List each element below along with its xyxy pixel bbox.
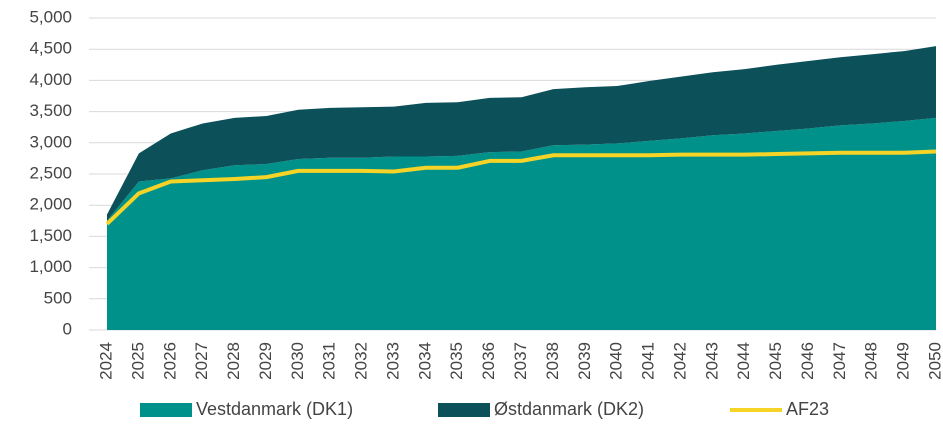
x-tick-label: 2029	[256, 342, 275, 380]
y-tick-label: 3,500	[29, 101, 72, 120]
area	[107, 46, 936, 221]
x-tick-label: 2044	[734, 342, 753, 380]
x-tick-label: 2032	[352, 342, 371, 380]
y-tick-label: 2,500	[29, 163, 72, 182]
x-tick-label: 2025	[128, 342, 147, 380]
x-tick-label: 2034	[415, 342, 434, 380]
legend-swatch	[140, 403, 192, 417]
y-tick-label: 3,000	[29, 132, 72, 151]
x-tick-label: 2050	[925, 342, 943, 380]
x-tick-label: 2033	[383, 342, 402, 380]
y-tick-label: 0	[63, 319, 72, 338]
y-tick-label: 4,500	[29, 39, 72, 58]
legend-label: Østdanmark (DK2)	[494, 399, 644, 419]
y-tick-label: 1,000	[29, 257, 72, 276]
x-tick-label: 2043	[702, 342, 721, 380]
line	[105, 149, 937, 226]
x-tick-label: 2038	[543, 342, 562, 380]
x-tick-label: 2026	[160, 342, 179, 380]
legend-label: AF23	[786, 399, 829, 419]
x-tick-label: 2040	[607, 342, 626, 380]
legend-swatch	[438, 403, 490, 417]
x-tick-label: 2036	[479, 342, 498, 380]
x-tick-label: 2046	[798, 342, 817, 380]
x-tick-label: 2039	[575, 342, 594, 380]
y-tick-label: 4,000	[29, 70, 72, 89]
y-tick-label: 500	[44, 288, 72, 307]
x-tick-label: 2028	[224, 342, 243, 380]
x-tick-label: 2045	[766, 342, 785, 380]
x-tick-label: 2027	[192, 342, 211, 380]
x-tick-label: 2041	[639, 342, 658, 380]
x-tick-label: 2030	[288, 342, 307, 380]
x-tick-label: 2035	[447, 342, 466, 380]
x-tick-label: 2042	[670, 342, 689, 380]
legend-label: Vestdanmark (DK1)	[196, 399, 353, 419]
x-tick-label: 2047	[830, 342, 849, 380]
y-tick-label: 1,500	[29, 226, 72, 245]
y-tick-label: 2,000	[29, 195, 72, 214]
x-tick-label: 2037	[511, 342, 530, 380]
x-tick-label: 2048	[862, 342, 881, 380]
x-tick-label: 2031	[320, 342, 339, 380]
x-tick-label: 2024	[96, 342, 115, 380]
x-tick-label: 2049	[894, 342, 913, 380]
y-tick-label: 5,000	[29, 7, 72, 26]
